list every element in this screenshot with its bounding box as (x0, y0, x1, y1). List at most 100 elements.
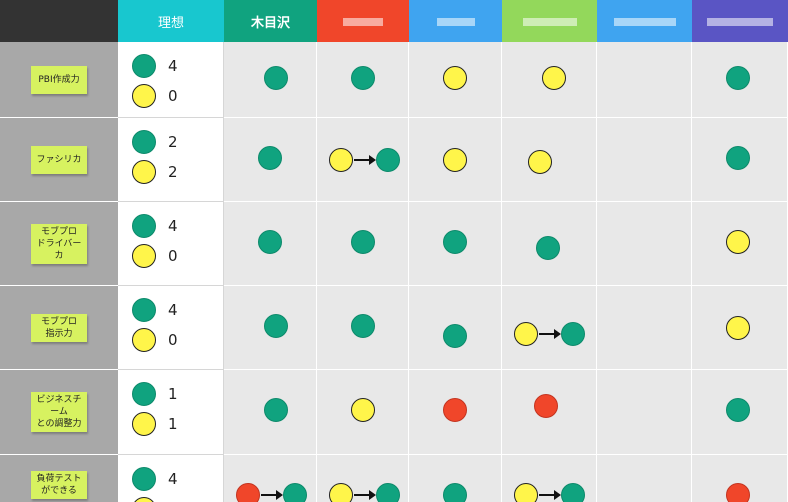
member-skill-cell (224, 202, 317, 286)
yellow-circle-icon[interactable] (132, 84, 156, 108)
red-circle-icon[interactable] (534, 394, 558, 418)
member-skill-cell (597, 455, 692, 502)
skill-label-cell: 負荷テスト ができる (0, 455, 118, 502)
ideal-header: 理想 (118, 0, 224, 42)
green-circle-icon[interactable] (351, 230, 375, 254)
green-circle-icon[interactable] (258, 146, 282, 170)
yellow-circle-icon[interactable] (726, 230, 750, 254)
green-circle-icon[interactable] (376, 148, 400, 172)
green-circle-icon[interactable] (132, 54, 156, 78)
member-skill-cell (502, 370, 597, 455)
ideal-green-count: 4 (168, 470, 178, 488)
skill-sticky-note[interactable]: ビジネスチーム との調整力 (31, 392, 87, 432)
green-circle-icon[interactable] (726, 66, 750, 90)
ideal-yellow-count: 0 (168, 87, 178, 105)
skill-sticky-note[interactable]: モブプロ 指示力 (31, 313, 87, 342)
member-skill-cell (409, 118, 502, 202)
green-circle-icon[interactable] (132, 298, 156, 322)
ideal-yellow-line: 0 (132, 328, 178, 352)
green-circle-icon[interactable] (726, 398, 750, 422)
member-skill-cell (224, 370, 317, 455)
green-circle-icon[interactable] (264, 66, 288, 90)
ideal-green-count: 4 (168, 57, 178, 75)
redacted-name-mark (522, 18, 577, 26)
yellow-circle-icon[interactable] (132, 412, 156, 436)
member-skill-cell (502, 42, 597, 118)
member-skill-cell (409, 455, 502, 502)
member-skill-cell (317, 455, 409, 502)
ideal-green-line: 2 (132, 130, 178, 154)
yellow-circle-icon[interactable] (514, 322, 538, 346)
skill-label-cell: ファシリカ (0, 118, 118, 202)
skill-sticky-note[interactable]: PBI作成力 (31, 65, 87, 94)
ideal-green-line: 1 (132, 382, 178, 406)
skill-sticky-note[interactable]: モブプロ ドライバーカ (31, 223, 87, 264)
red-circle-icon[interactable] (443, 398, 467, 422)
green-circle-icon[interactable] (264, 398, 288, 422)
green-circle-icon[interactable] (443, 230, 467, 254)
yellow-circle-icon[interactable] (528, 150, 552, 174)
green-circle-icon[interactable] (561, 483, 585, 502)
member-skill-cell (692, 42, 788, 118)
member-skill-cell (692, 202, 788, 286)
yellow-circle-icon[interactable] (443, 148, 467, 172)
member-header-3-redacted (409, 0, 502, 42)
ideal-green-count: 4 (168, 301, 178, 319)
member-header-1: 木目沢 (224, 0, 317, 42)
member-skill-cell (224, 455, 317, 502)
green-circle-icon[interactable] (726, 146, 750, 170)
green-circle-icon[interactable] (443, 324, 467, 348)
ideal-green-line: 4 (132, 54, 178, 78)
skill-label-cell: ビジネスチーム との調整力 (0, 370, 118, 455)
member-skill-cell (409, 202, 502, 286)
yellow-circle-icon[interactable] (542, 66, 566, 90)
red-circle-icon[interactable] (726, 483, 750, 502)
yellow-circle-icon[interactable] (726, 316, 750, 340)
member-skill-cell (597, 370, 692, 455)
skill-sticky-note[interactable]: 負荷テスト ができる (31, 470, 87, 499)
green-circle-icon[interactable] (283, 483, 307, 502)
yellow-circle-icon[interactable] (514, 483, 538, 502)
green-circle-icon[interactable] (561, 322, 585, 346)
green-circle-icon[interactable] (132, 214, 156, 238)
member-skill-cell (317, 118, 409, 202)
red-circle-icon[interactable] (236, 483, 260, 502)
skill-sticky-note[interactable]: ファシリカ (31, 145, 87, 174)
ideal-yellow-line: 2 (132, 160, 178, 184)
member-skill-cell (224, 42, 317, 118)
green-circle-icon[interactable] (351, 66, 375, 90)
yellow-circle-icon[interactable] (329, 483, 353, 502)
redacted-name-mark (343, 18, 383, 26)
green-circle-icon[interactable] (443, 483, 467, 502)
corner-header (0, 0, 118, 42)
yellow-circle-icon[interactable] (443, 66, 467, 90)
green-circle-icon[interactable] (536, 236, 560, 260)
yellow-circle-icon[interactable] (132, 160, 156, 184)
green-circle-icon[interactable] (132, 467, 156, 491)
skill-label-cell: モブプロ 指示力 (0, 286, 118, 370)
green-circle-icon[interactable] (258, 230, 282, 254)
yellow-circle-icon[interactable] (132, 244, 156, 268)
member-skill-cell (597, 286, 692, 370)
member-skill-cell (692, 370, 788, 455)
member-skill-cell (224, 118, 317, 202)
yellow-circle-icon[interactable] (132, 328, 156, 352)
yellow-circle-icon[interactable] (351, 398, 375, 422)
green-circle-icon[interactable] (264, 314, 288, 338)
green-circle-icon[interactable] (132, 382, 156, 406)
green-circle-icon[interactable] (376, 483, 400, 502)
ideal-green-count: 4 (168, 217, 178, 235)
skill-label-cell: PBI作成力 (0, 42, 118, 118)
growth-arrow-icon (539, 329, 561, 339)
green-circle-icon[interactable] (351, 314, 375, 338)
green-circle-icon[interactable] (132, 130, 156, 154)
redacted-name-mark (707, 18, 773, 26)
yellow-circle-icon[interactable] (132, 497, 156, 502)
ideal-green-count: 2 (168, 133, 178, 151)
yellow-circle-icon[interactable] (329, 148, 353, 172)
redacted-name-mark (613, 18, 676, 26)
ideal-cell: 4 (118, 455, 224, 502)
